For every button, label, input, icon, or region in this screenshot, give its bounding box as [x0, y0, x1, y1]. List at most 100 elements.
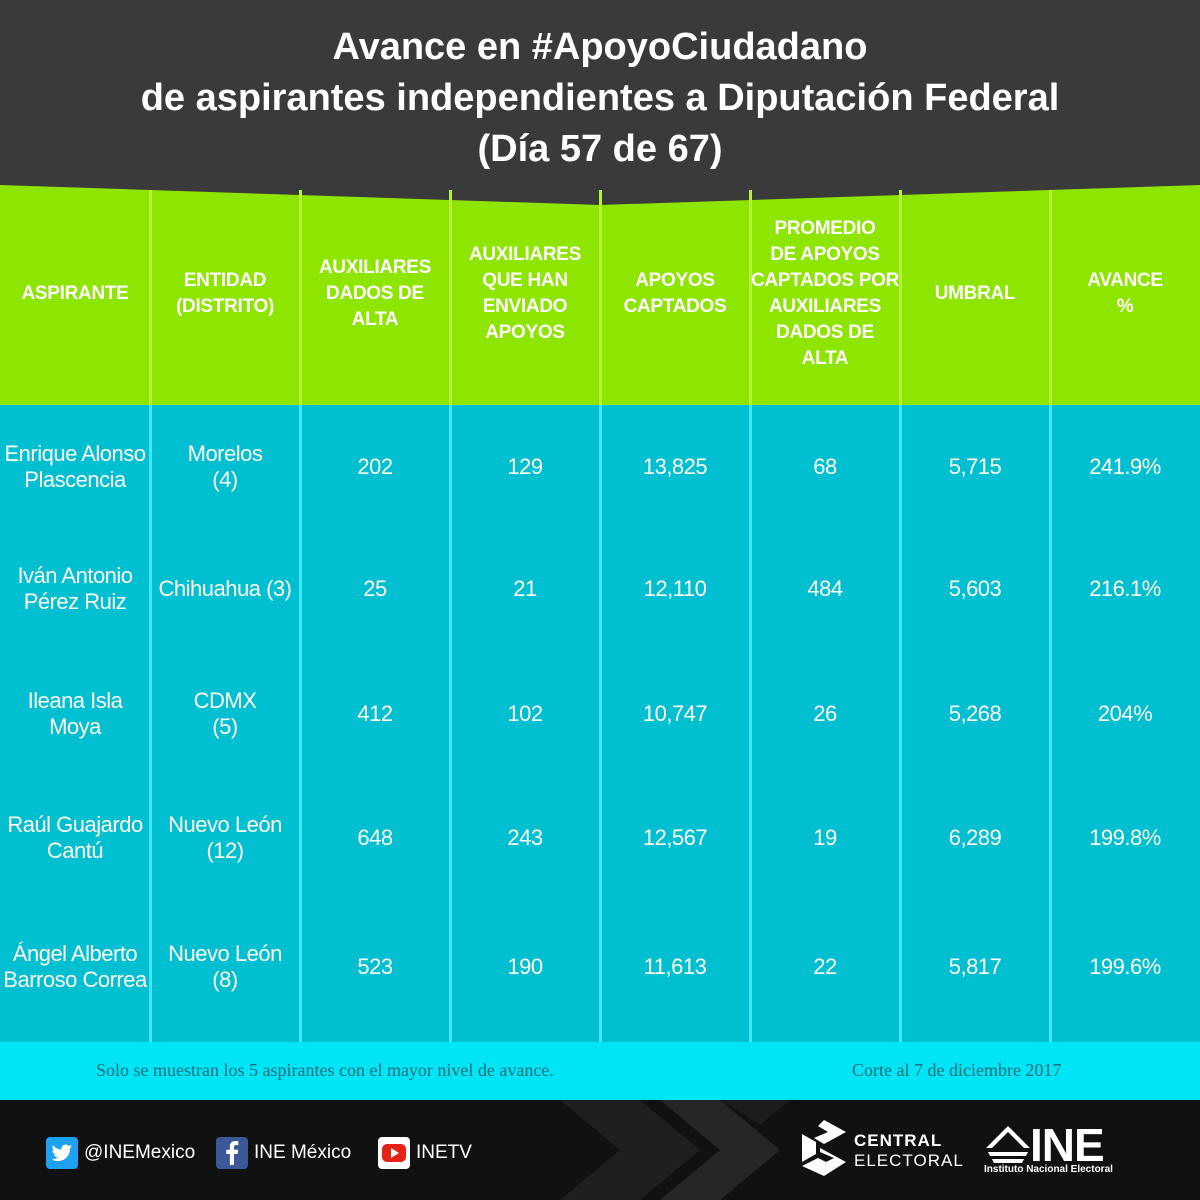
cell-text: 11,613: [643, 954, 707, 979]
cell-text: 199.8%: [1089, 825, 1161, 850]
cell-text: 10,747: [642, 701, 708, 726]
cell-line: Moya: [49, 714, 101, 739]
cell-entidad: Morelos (4): [150, 412, 300, 522]
ine-wordmark: INE: [1030, 1119, 1105, 1171]
facebook-link[interactable]: INE México: [216, 1137, 351, 1169]
cell-line: (8): [212, 967, 238, 992]
cell-text: 484: [807, 576, 843, 601]
cell-text: Enrique Alonso Plascencia: [5, 441, 147, 493]
ine-logo-icon: [986, 1126, 1030, 1163]
column-header-line: ENVIADO: [482, 296, 568, 317]
title-line-3: (Día 57 de 67): [477, 128, 723, 170]
cell-text: Ángel Alberto Barroso Correa: [3, 941, 147, 993]
page-title: Avance en #ApoyoCiudadano de aspirantes …: [0, 22, 1200, 175]
column-header-text: AUXILIARES QUE HAN ENVIADO APOYOS: [469, 242, 581, 346]
cell-apoyos: 10,747: [600, 659, 750, 769]
column-header: ENTIDAD (DISTRITO): [150, 183, 300, 405]
twitter-handle: @INEMexico: [84, 1142, 196, 1163]
column-header: APOYOS CAPTADOS: [600, 183, 750, 405]
cell-avance: 199.6%: [1050, 912, 1200, 1022]
cell-auxiliares-alta: 523: [300, 912, 450, 1022]
cell-promedio: 484: [750, 534, 900, 644]
cell-line: (4): [212, 467, 238, 492]
footer: [0, 1100, 1200, 1200]
column-header-line: AUXILIARES: [318, 257, 432, 278]
header-banner: [0, 0, 1200, 205]
column-header-line: ENTIDAD: [183, 270, 267, 291]
twitter-icon: [46, 1137, 78, 1169]
cell-aspirante: Ángel Alberto Barroso Correa: [0, 912, 150, 1022]
cell-entidad: Nuevo León (8): [150, 912, 300, 1022]
cell-line: Ángel Alberto: [12, 941, 138, 966]
twitter-link[interactable]: @INEMexico: [46, 1137, 195, 1169]
cell-text: 129: [507, 454, 543, 479]
column-divider: [599, 190, 602, 405]
cell-line: Cantú: [46, 838, 104, 863]
column-header-line: PROMEDIO: [774, 218, 876, 239]
cell-line: Iván Antonio: [17, 563, 133, 588]
central-electoral-line2: ELECTORAL: [854, 1151, 964, 1170]
cell-text: 204%: [1097, 701, 1153, 726]
column-divider: [749, 190, 752, 405]
column-divider: [899, 190, 902, 405]
facebook-icon: [216, 1137, 248, 1169]
column-header: UMBRAL: [900, 183, 1050, 405]
cell-text: 5,603: [948, 576, 1002, 601]
cell-apoyos: 11,613: [600, 912, 750, 1022]
cell-text: 68: [813, 454, 837, 479]
central-electoral-line1: CENTRAL: [854, 1131, 943, 1150]
cell-text: 412: [357, 701, 393, 726]
column-header-text: AUXILIARES DADOS DE ALTA: [319, 255, 431, 333]
cell-text: 6,289: [948, 825, 1002, 850]
cell-text: 26: [813, 701, 837, 726]
column-header: AUXILIARES DADOS DE ALTA: [300, 183, 450, 405]
cell-text: 22: [813, 954, 837, 979]
cell-text: CDMX (5): [194, 688, 257, 740]
cell-entidad: Chihuahua (3): [150, 534, 300, 644]
cell-text: 21: [513, 576, 537, 601]
cell-umbral: 5,268: [900, 659, 1050, 769]
column-header-line: DE APOYOS: [770, 244, 880, 265]
column-header-line: AUXILIARES: [768, 296, 882, 317]
cell-line: Ileana Isla: [27, 688, 123, 713]
column-divider: [149, 405, 152, 1042]
cell-text: 5,268: [948, 701, 1002, 726]
cell-avance: 199.8%: [1050, 783, 1200, 893]
column-divider: [449, 405, 452, 1042]
cell-auxiliares-enviado: 243: [450, 783, 600, 893]
cell-aspirante: Raúl Guajardo Cantú: [0, 783, 150, 893]
cell-promedio: 22: [750, 912, 900, 1022]
cell-entidad: Nuevo León (12): [150, 783, 300, 893]
column-header-text: ASPIRANTE: [21, 281, 128, 307]
footnote-date: Corte al 7 de diciembre 2017: [852, 1060, 1062, 1080]
cell-line: Plascencia: [24, 467, 126, 492]
facebook-handle: INE México: [254, 1142, 352, 1163]
column-header-line: QUE HAN: [482, 270, 568, 291]
cell-text: 12,567: [642, 825, 708, 850]
cell-avance: 241.9%: [1050, 412, 1200, 522]
column-header: ASPIRANTE: [0, 183, 150, 405]
cell-umbral: 5,715: [900, 412, 1050, 522]
cell-line: (12): [206, 838, 244, 863]
cell-aspirante: Ileana Isla Moya: [0, 659, 150, 769]
cell-text: 5,817: [948, 954, 1002, 979]
cell-apoyos: 13,825: [600, 412, 750, 522]
cell-aspirante: Iván Antonio Pérez Ruiz: [0, 534, 150, 644]
youtube-link[interactable]: INETV: [378, 1137, 472, 1169]
column-header-text: APOYOS CAPTADOS: [624, 268, 727, 320]
cell-auxiliares-alta: 648: [300, 783, 450, 893]
cell-line: Pérez Ruiz: [23, 589, 127, 614]
column-divider: [449, 190, 452, 405]
cell-text: Nuevo León (12): [168, 812, 282, 864]
cell-text: Morelos (4): [188, 441, 263, 493]
cell-text: 243: [507, 825, 543, 850]
cell-auxiliares-enviado: 21: [450, 534, 600, 644]
footnote-note: Solo se muestran los 5 aspirantes con el…: [96, 1060, 554, 1080]
cell-text: 12,110: [643, 576, 707, 601]
cell-text: 523: [357, 954, 393, 979]
cell-auxiliares-alta: 202: [300, 412, 450, 522]
column-header-line: DADOS DE: [776, 322, 874, 343]
cell-text: 5,715: [948, 454, 1002, 479]
title-line-1: Avance en #ApoyoCiudadano: [332, 26, 868, 68]
cell-text: 19: [813, 825, 837, 850]
